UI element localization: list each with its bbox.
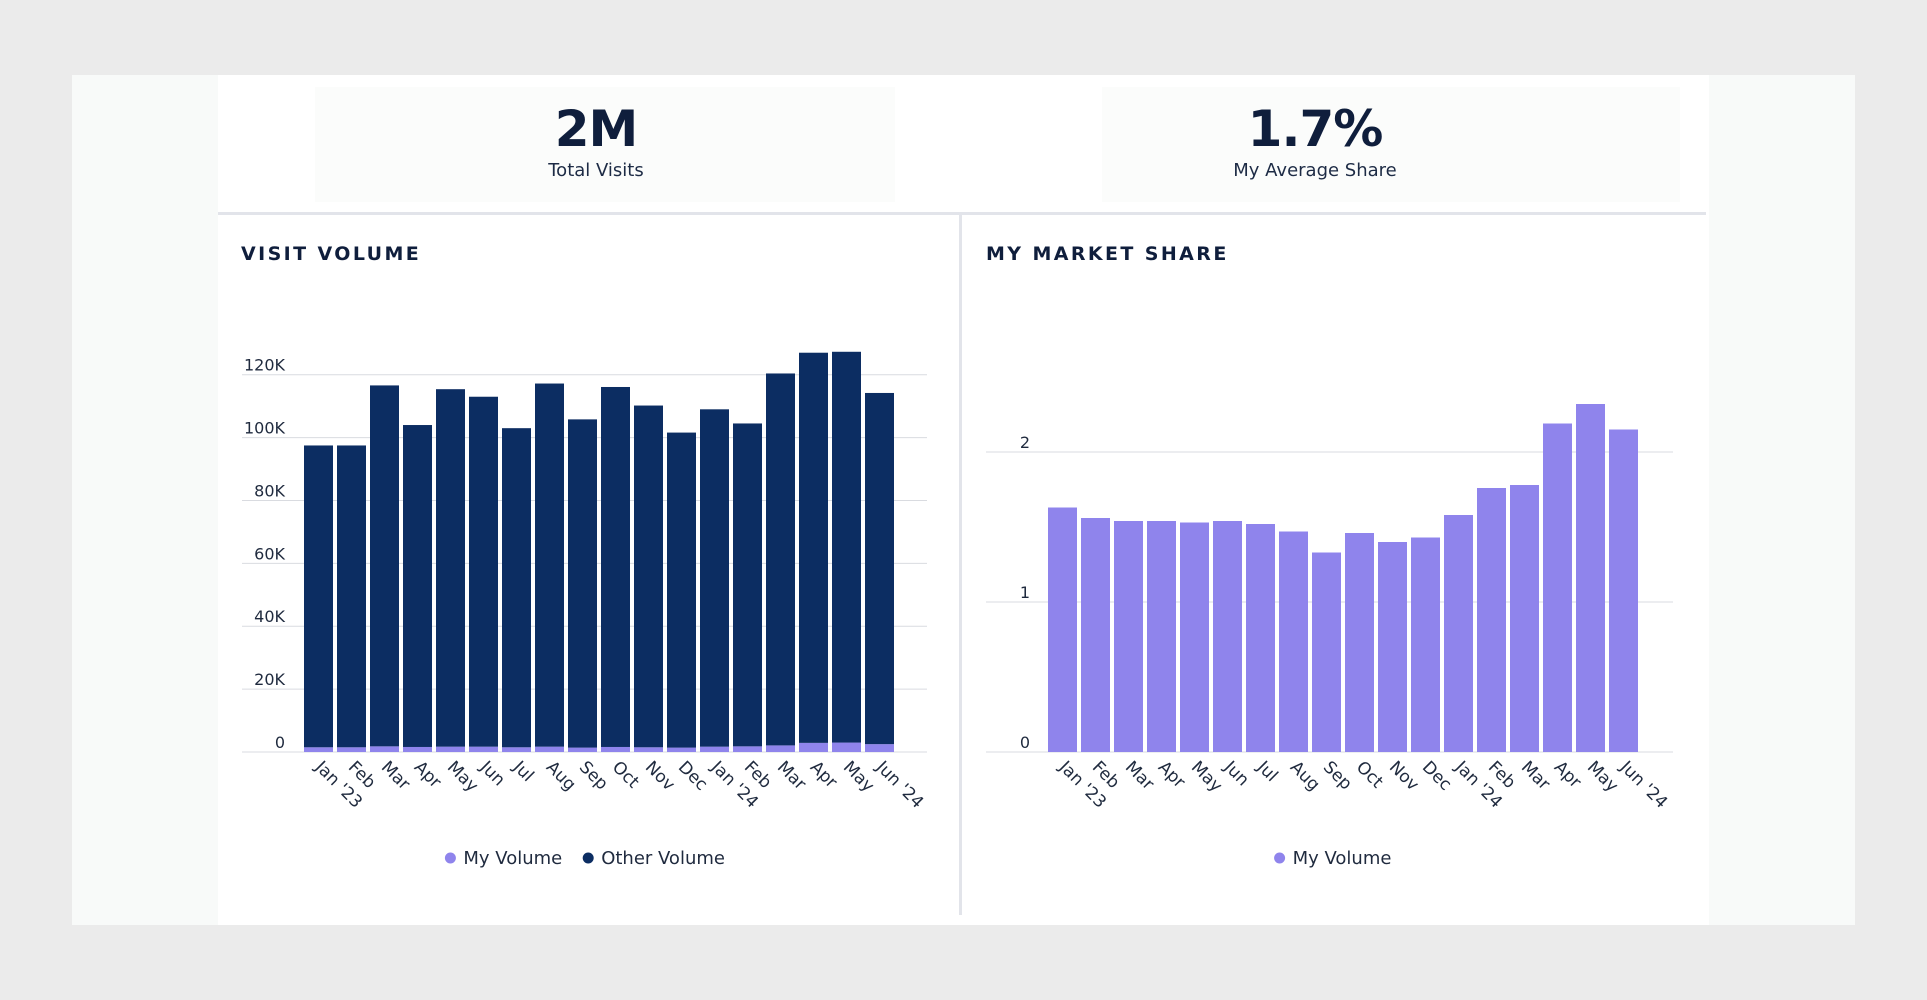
x-tick-label: Apr bbox=[1154, 757, 1189, 792]
bar-my-volume bbox=[601, 746, 630, 752]
bar-my-volume bbox=[502, 747, 531, 752]
bar-other-volume bbox=[304, 445, 333, 748]
kpi-average-share-label: My Average Share bbox=[1233, 160, 1397, 181]
bar-my-volume bbox=[1246, 524, 1275, 752]
bar-other-volume bbox=[832, 351, 861, 743]
x-tick-label: Jun bbox=[1219, 757, 1253, 791]
bar-my-volume bbox=[1213, 521, 1242, 752]
bar-my-volume bbox=[1114, 521, 1143, 752]
y-tick-label: 100K bbox=[244, 419, 286, 438]
bar-my-volume bbox=[1543, 423, 1572, 752]
bar-my-volume bbox=[766, 745, 795, 752]
bar-other-volume bbox=[865, 392, 894, 745]
kpi-total-visits-value: 2M bbox=[554, 100, 639, 158]
x-tick-label: Jun '24 bbox=[1615, 757, 1671, 813]
kpi-total-visits-label: Total Visits bbox=[548, 160, 644, 181]
bar-my-volume bbox=[1048, 507, 1077, 752]
bar-my-volume bbox=[1147, 521, 1176, 752]
bar-other-volume bbox=[535, 383, 564, 747]
kpi-average-share: 1.7% My Average Share bbox=[1145, 101, 1485, 183]
bar-other-volume bbox=[634, 405, 663, 748]
bar-my-volume bbox=[634, 747, 663, 752]
bar-other-volume bbox=[403, 425, 432, 747]
x-tick-label: Sep bbox=[1319, 757, 1356, 794]
bar-my-volume bbox=[799, 742, 828, 752]
bar-other-volume bbox=[733, 423, 762, 747]
bar-other-volume bbox=[568, 419, 597, 748]
y-tick-label: 2 bbox=[1020, 433, 1030, 452]
bar-my-volume bbox=[1081, 518, 1110, 752]
x-tick-label: May bbox=[1187, 757, 1226, 796]
y-tick-label: 120K bbox=[244, 356, 286, 375]
kpi-panel-left bbox=[315, 87, 895, 202]
bar-my-volume bbox=[535, 746, 564, 752]
bar-my-volume bbox=[469, 746, 498, 752]
x-tick-label: Oct bbox=[1352, 757, 1387, 792]
x-tick-label: May bbox=[1583, 757, 1622, 796]
bar-other-volume bbox=[700, 409, 729, 747]
y-tick-label: 80K bbox=[254, 481, 285, 500]
legend-label: My Volume bbox=[463, 848, 562, 869]
bar-other-volume bbox=[337, 445, 366, 748]
bar-my-volume bbox=[1609, 429, 1638, 752]
x-tick-label: Dec bbox=[1418, 757, 1455, 794]
kpi-panel-right bbox=[1102, 87, 1680, 202]
bar-other-volume bbox=[667, 432, 696, 748]
kpi-average-share-value: 1.7% bbox=[1247, 100, 1384, 158]
y-tick-label: 40K bbox=[254, 607, 285, 626]
bar-my-volume bbox=[832, 742, 861, 752]
bar-other-volume bbox=[469, 396, 498, 747]
bar-other-volume bbox=[799, 352, 828, 743]
bar-my-volume bbox=[1411, 537, 1440, 752]
y-tick-label: 0 bbox=[275, 733, 285, 752]
y-tick-label: 60K bbox=[254, 544, 285, 563]
x-tick-label: Jul bbox=[1252, 757, 1281, 786]
bar-my-volume bbox=[1378, 542, 1407, 752]
bar-my-volume bbox=[1180, 522, 1209, 752]
bar-my-volume bbox=[1510, 485, 1539, 752]
y-tick-label: 20K bbox=[254, 670, 285, 689]
y-tick-label: 1 bbox=[1020, 583, 1030, 602]
legend-label: Other Volume bbox=[601, 848, 725, 869]
bar-other-volume bbox=[370, 385, 399, 747]
bar-my-volume bbox=[667, 747, 696, 752]
dashboard-card: 2M Total Visits 1.7% My Average Share VI… bbox=[72, 75, 1855, 925]
bar-my-volume bbox=[1345, 533, 1374, 752]
x-tick-label: Mar bbox=[1121, 757, 1158, 794]
bar-my-volume bbox=[370, 746, 399, 752]
bar-my-volume bbox=[1444, 515, 1473, 752]
bar-my-volume bbox=[700, 746, 729, 752]
bar-other-volume bbox=[601, 386, 630, 747]
market-share-title: MY MARKET SHARE bbox=[986, 243, 1229, 265]
bar-my-volume bbox=[436, 746, 465, 752]
bar-my-volume bbox=[337, 747, 366, 752]
bar-my-volume bbox=[304, 747, 333, 752]
x-tick-label: Aug bbox=[1286, 757, 1324, 795]
bar-other-volume bbox=[766, 373, 795, 746]
kpi-divider bbox=[218, 212, 1706, 215]
kpi-total-visits: 2M Total Visits bbox=[426, 101, 766, 183]
x-tick-label: Apr bbox=[1550, 757, 1585, 792]
bar-other-volume bbox=[502, 428, 531, 748]
bar-other-volume bbox=[436, 389, 465, 747]
bar-my-volume bbox=[1312, 552, 1341, 752]
panel-divider bbox=[959, 215, 962, 915]
bar-my-volume bbox=[865, 744, 894, 752]
x-tick-label: Mar bbox=[1517, 757, 1554, 794]
visit-volume-title: VISIT VOLUME bbox=[241, 243, 422, 265]
y-tick-label: 0 bbox=[1020, 733, 1030, 752]
bar-my-volume bbox=[568, 747, 597, 752]
legend-marker bbox=[582, 852, 594, 864]
legend-marker bbox=[1274, 852, 1286, 864]
bar-my-volume bbox=[1576, 404, 1605, 752]
bar-my-volume bbox=[1279, 531, 1308, 752]
bar-my-volume bbox=[1477, 488, 1506, 752]
legend-label: My Volume bbox=[1293, 848, 1392, 869]
bar-my-volume bbox=[403, 746, 432, 752]
legend-marker bbox=[444, 852, 456, 864]
x-tick-label: Nov bbox=[1385, 757, 1423, 795]
bar-my-volume bbox=[733, 746, 762, 752]
